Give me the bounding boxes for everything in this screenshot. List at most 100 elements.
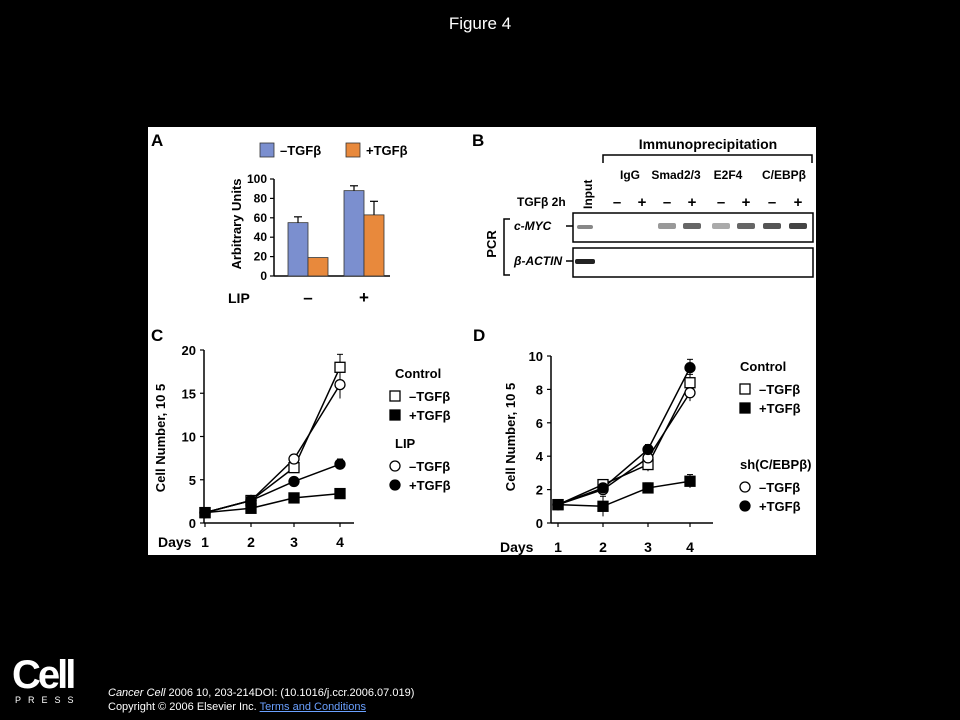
x-tick-label: 3 xyxy=(290,534,298,550)
panel-c-xlabel: Days xyxy=(158,534,192,550)
series-line xyxy=(204,463,341,514)
x-tick-label: 4 xyxy=(686,539,694,555)
series-line xyxy=(557,480,691,508)
marker-square-open xyxy=(334,361,346,373)
marker-square-open xyxy=(739,383,751,395)
treatment-sign: – xyxy=(768,194,776,211)
panel-c-ylabel: Cell Number, 10 5 xyxy=(153,384,168,492)
x-tick-label: 2 xyxy=(599,539,607,555)
band-cmyc xyxy=(658,223,676,229)
panel-a-group-label: LIP xyxy=(228,290,250,306)
y-tick-label: 4 xyxy=(536,449,544,464)
a-category-label: – xyxy=(303,288,312,307)
copyright-text: Copyright © 2006 Elsevier Inc. xyxy=(108,701,257,713)
legend-series-label: –TGFβ xyxy=(759,382,800,397)
treatment-sign: + xyxy=(742,194,751,211)
a-category-label: + xyxy=(359,288,369,307)
y-tick-label: 15 xyxy=(182,386,196,401)
a-y-tick-label: 60 xyxy=(254,211,268,225)
marker-circle-filled xyxy=(389,479,401,491)
marker-square-filled xyxy=(288,492,300,504)
series-line xyxy=(204,492,341,514)
marker-circle-filled xyxy=(245,494,257,507)
y-tick-label: 0 xyxy=(536,516,543,531)
legend-group-title: Control xyxy=(395,366,441,381)
legend-series-label: +TGFβ xyxy=(409,408,451,423)
treatment-sign: – xyxy=(717,194,725,211)
x-tick-label: 1 xyxy=(554,539,562,555)
panel-b-gel: B Immunoprecipitation Input TGFβ 2h IgG S… xyxy=(472,131,814,278)
series-line xyxy=(557,382,691,506)
a-y-tick-label: 0 xyxy=(260,269,267,283)
treatment-row-label: TGFβ 2h xyxy=(517,195,566,209)
marker-circle-open xyxy=(288,453,300,465)
a-legend-label: –TGFβ xyxy=(280,143,321,158)
marker-square-filled xyxy=(684,475,696,487)
journal-name: Cancer Cell xyxy=(108,687,166,699)
y-tick-label: 8 xyxy=(536,382,543,397)
series-line xyxy=(557,367,691,506)
ip-header: Immunoprecipitation xyxy=(639,136,777,152)
marker-circle-open xyxy=(739,481,751,493)
y-tick-label: 20 xyxy=(182,343,196,358)
panel-d-xlabel: Days xyxy=(500,539,534,555)
panel-b-letter: B xyxy=(472,131,484,150)
ip-group-label: Smad2/3 xyxy=(651,168,701,182)
a-legend-label: +TGFβ xyxy=(366,143,408,158)
gel-strip-actin xyxy=(572,247,814,278)
logo-sub: PRESS xyxy=(15,695,81,705)
treatment-sign: + xyxy=(688,194,697,211)
panel-d-letter: D xyxy=(473,326,485,345)
figure-panel: A Arbitrary Units 0 20 40 60 80 100 – + –TGFβ +… xyxy=(148,127,816,555)
treatment-sign: – xyxy=(613,194,621,211)
legend-group-title: LIP xyxy=(395,436,416,451)
marker-square-filled xyxy=(739,402,751,414)
marker-circle-open xyxy=(684,387,696,399)
a-y-tick-label: 100 xyxy=(247,172,267,186)
marker-square-filled xyxy=(389,409,401,421)
treatment-sign: + xyxy=(794,194,803,211)
panel-c-letter: C xyxy=(151,326,163,345)
legend-series-label: +TGFβ xyxy=(759,401,801,416)
band-cmyc xyxy=(763,223,781,229)
series-line xyxy=(204,384,341,514)
x-tick-label: 4 xyxy=(336,534,344,550)
marker-square-filled xyxy=(334,487,346,500)
x-tick-label: 2 xyxy=(247,534,255,550)
a-legend-swatch xyxy=(259,142,275,158)
ip-bracket xyxy=(602,154,813,163)
y-tick-label: 6 xyxy=(536,416,543,431)
band-cmyc xyxy=(789,223,807,229)
a-y-tick-label: 40 xyxy=(254,230,268,244)
ip-group-label: IgG xyxy=(620,168,640,182)
marker-circle-filled xyxy=(597,482,609,494)
cell-press-logo: Cell PRESS xyxy=(12,655,78,707)
a-bar xyxy=(363,214,385,277)
marker-square-open xyxy=(389,390,401,402)
legend-series-label: +TGFβ xyxy=(409,478,451,493)
legend-series-label: –TGFβ xyxy=(759,480,800,495)
citation: Cancer Cell 2006 10, 203-214DOI: (10.101… xyxy=(108,686,414,714)
panel-a-bar-chart: A Arbitrary Units 0 20 40 60 80 100 – + –TGFβ +… xyxy=(151,131,408,307)
legend-series-label: +TGFβ xyxy=(759,499,801,514)
a-y-tick-label: 80 xyxy=(254,191,268,205)
marker-square-filled xyxy=(597,500,609,512)
a-legend-swatch xyxy=(345,142,361,158)
terms-link[interactable]: Terms and Conditions xyxy=(259,701,366,713)
gene-label-cmyc: c-MYC xyxy=(514,219,552,233)
marker-circle-filled xyxy=(334,458,346,470)
band-input-actin xyxy=(575,259,595,264)
panel-d-ylabel: Cell Number, 10 5 xyxy=(503,383,518,491)
gene-label-actin: β-ACTIN xyxy=(513,254,562,268)
y-tick-label: 2 xyxy=(536,483,543,498)
band-cmyc xyxy=(712,223,730,229)
legend-series-label: –TGFβ xyxy=(409,459,450,474)
marker-circle-filled xyxy=(642,443,654,456)
logo-word: Cell xyxy=(12,653,76,697)
marker-circle-open xyxy=(334,378,346,391)
legend-series-label: –TGFβ xyxy=(409,389,450,404)
citation-text: 2006 10, 203-214DOI: (10.1016/j.ccr.2006… xyxy=(165,687,415,699)
a-bar xyxy=(307,257,329,277)
series-line xyxy=(557,392,691,506)
